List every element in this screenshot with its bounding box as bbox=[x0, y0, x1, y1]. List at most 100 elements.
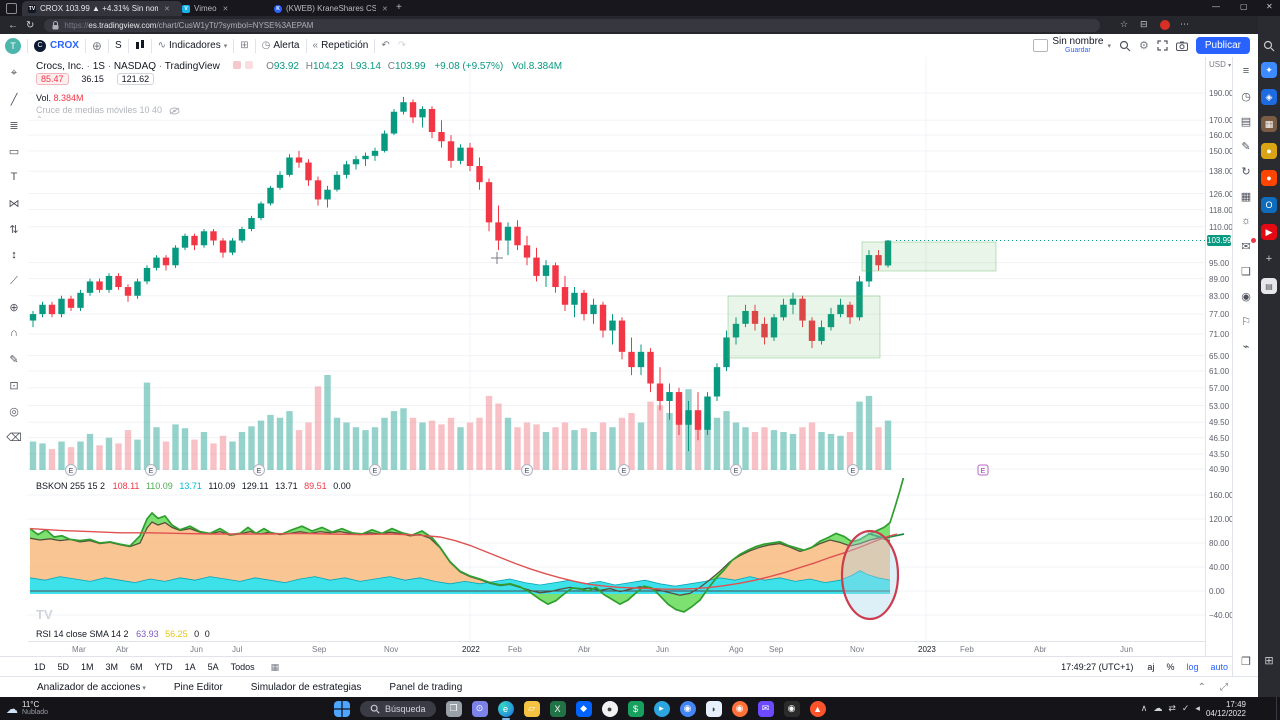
edge-search-icon[interactable] bbox=[1263, 40, 1275, 52]
time-label-Nov[interactable]: Nov bbox=[850, 645, 865, 654]
range-6m[interactable]: 6M bbox=[130, 662, 143, 672]
firefox-icon[interactable]: ◉ bbox=[731, 700, 748, 717]
sidebar-grid-icon[interactable]: ⊞ bbox=[1264, 654, 1274, 667]
tab-close-icon[interactable]: ✕ bbox=[222, 5, 229, 13]
time-label-Nov[interactable]: Nov bbox=[384, 645, 399, 654]
task-view-icon[interactable]: ❒ bbox=[445, 700, 462, 717]
favorite-star-icon[interactable]: ☆ bbox=[1120, 19, 1129, 29]
chrome-icon[interactable]: ◉ bbox=[679, 700, 696, 717]
range-1a[interactable]: 1A bbox=[184, 662, 196, 672]
browser-tab-crox[interactable]: TV CROX 103.99 ▲ +4.31% Sin nom... ✕ bbox=[22, 1, 182, 16]
browser-menu-icon[interactable]: ⋯ bbox=[1180, 19, 1189, 29]
search-icon[interactable] bbox=[1119, 40, 1131, 52]
panel-tab-3[interactable]: Panel de trading bbox=[389, 682, 463, 693]
panel-tab-2[interactable]: Simulador de estrategias bbox=[250, 682, 362, 693]
maximize-button[interactable]: ▢ bbox=[1240, 2, 1248, 11]
range-3m[interactable]: 3M bbox=[105, 662, 119, 672]
excel-icon[interactable]: X bbox=[549, 700, 566, 717]
redo-icon[interactable]: ↷ bbox=[397, 40, 407, 51]
object-tree-icon[interactable]: ⌁ bbox=[1242, 341, 1250, 353]
time-label-Sep[interactable]: Sep bbox=[312, 645, 327, 654]
tips-icon[interactable]: ☼ bbox=[1240, 215, 1252, 227]
fullscreen-icon[interactable] bbox=[1157, 40, 1168, 51]
news-icon[interactable]: ▤ bbox=[1240, 116, 1252, 128]
calendar-icon[interactable]: ▦ bbox=[1240, 191, 1252, 203]
shopping-icon[interactable]: ◈ bbox=[1261, 89, 1277, 105]
time-label-Jun[interactable]: Jun bbox=[656, 645, 669, 654]
time-label-Feb[interactable]: Feb bbox=[960, 645, 974, 654]
tray-expand-icon[interactable]: ∧ bbox=[1140, 703, 1148, 713]
symbol-legend[interactable]: Crocs, Inc. · 1S · NASDAQ · TradingView … bbox=[36, 61, 563, 72]
minimize-button[interactable]: — bbox=[1212, 2, 1220, 11]
time-label-2023[interactable]: 2023 bbox=[918, 645, 936, 654]
weather-widget[interactable]: ☁ 11°C Nublado bbox=[6, 699, 49, 716]
panel-expand-icon[interactable]: ⤢ bbox=[1220, 682, 1228, 693]
proton-icon[interactable]: ✉ bbox=[757, 700, 774, 717]
security-icon[interactable]: ✓ bbox=[1181, 703, 1190, 713]
panel-tab-0[interactable]: Analizador de acciones ▾ bbox=[37, 682, 146, 693]
volume-legend[interactable]: Vol. 8.384M bbox=[36, 93, 84, 103]
shapes-tool[interactable]: ▭ bbox=[8, 146, 20, 158]
system-tray[interactable]: ∧ ☁ ⇄ ✓ ◂ 17:49 04/12/2022 bbox=[1141, 697, 1246, 720]
ideas-icon[interactable]: ↻ bbox=[1241, 166, 1251, 178]
reddit-icon[interactable]: ● bbox=[1261, 170, 1277, 186]
draw-lock-tool[interactable]: ✎ bbox=[9, 354, 19, 366]
chart-type-icon[interactable] bbox=[135, 40, 145, 51]
time-label-Jun[interactable]: Jun bbox=[1120, 645, 1133, 654]
hide-all-tool[interactable]: ◎ bbox=[9, 406, 19, 418]
range-5d[interactable]: 5D bbox=[57, 662, 70, 672]
rsi-legend[interactable]: RSI 14 close SMA 14 2 63.93 56.25 0 0 bbox=[36, 629, 210, 639]
replay-button[interactable]: «Repetición bbox=[312, 40, 369, 51]
chart-area[interactable]: E E E E E E E E E Crocs, Inc. · 1S · NASDAQ · Tr… bbox=[28, 57, 1205, 656]
magnet-tool[interactable]: ∩ bbox=[10, 327, 18, 339]
chat-icon[interactable]: ✉ bbox=[1233, 238, 1259, 253]
collections-icon[interactable]: ⊟ bbox=[1140, 19, 1148, 29]
range-5a[interactable]: 5A bbox=[207, 662, 219, 672]
layout-caret-icon[interactable]: ▾ bbox=[1107, 42, 1111, 50]
brave-icon[interactable]: ▲ bbox=[809, 700, 826, 717]
pattern-tool[interactable]: ⋈ bbox=[8, 198, 20, 210]
games-icon[interactable]: ● bbox=[1261, 143, 1277, 159]
interval-button[interactable]: S bbox=[114, 40, 122, 51]
tab-close-icon[interactable]: ✕ bbox=[164, 5, 170, 13]
browser-tab-kweb[interactable]: K (KWEB) KraneShares CSI China I... ✕ bbox=[268, 1, 400, 16]
volume-icon[interactable]: ◂ bbox=[1195, 703, 1200, 713]
position-tool[interactable]: ↕ bbox=[11, 249, 17, 261]
lock-all-tool[interactable]: ⊡ bbox=[9, 380, 19, 392]
undo-icon[interactable]: ↶ bbox=[381, 40, 390, 51]
explorer-icon[interactable]: ▱ bbox=[523, 700, 540, 717]
teams-icon[interactable]: ⊙ bbox=[471, 700, 488, 717]
user-avatar[interactable]: T bbox=[5, 37, 21, 54]
range-1m[interactable]: 1M bbox=[81, 662, 94, 672]
layers-icon[interactable]: ❐ bbox=[1241, 656, 1251, 668]
mail-light-icon[interactable]: ◗ bbox=[705, 700, 722, 717]
trendline-tool[interactable]: ╱ bbox=[10, 94, 18, 106]
range-todos[interactable]: Todos bbox=[230, 662, 255, 672]
time-label-Jul[interactable]: Jul bbox=[232, 645, 243, 654]
sidebar-doc-icon[interactable]: ▤ bbox=[1261, 278, 1277, 294]
oscillator-pane[interactable] bbox=[28, 478, 1205, 641]
indicators-button[interactable]: ∿ Indicadores ▾ bbox=[157, 40, 228, 51]
refresh-icon[interactable]: ↻ bbox=[26, 19, 35, 31]
go-to-date-icon[interactable]: ▦ bbox=[270, 661, 280, 672]
show-desktop-button[interactable] bbox=[1276, 697, 1280, 720]
percent-toggle[interactable]: % bbox=[1166, 662, 1175, 672]
save-layout-button[interactable]: Guardar bbox=[1065, 46, 1091, 54]
snapshot-camera-icon[interactable] bbox=[1175, 41, 1188, 51]
alerts-icon[interactable]: ◷ bbox=[1241, 91, 1251, 103]
notes-icon[interactable]: ✎ bbox=[1241, 141, 1251, 153]
time-label-Jun[interactable]: Jun bbox=[190, 645, 203, 654]
copilot-icon[interactable]: ✦ bbox=[1261, 62, 1277, 78]
oscillator-legend[interactable]: BSKON 255 15 2 108.11 110.09 13.71 110.0… bbox=[36, 481, 351, 491]
measure-tool[interactable]: ⟋ bbox=[10, 275, 18, 287]
taskbar-clock[interactable]: 17:49 04/12/2022 bbox=[1205, 699, 1246, 718]
time-label-Abr[interactable]: Abr bbox=[578, 645, 591, 654]
outlook-icon[interactable]: O bbox=[1261, 197, 1277, 213]
hidden-eye-icon[interactable] bbox=[169, 107, 180, 115]
comments-icon[interactable]: ❏ bbox=[1241, 266, 1251, 278]
range-ytd[interactable]: YTD bbox=[154, 662, 173, 672]
close-button[interactable]: ✕ bbox=[1266, 2, 1273, 11]
currency-dropdown[interactable]: USD ▾ bbox=[1209, 60, 1232, 69]
symbol-search-button[interactable]: CROX bbox=[50, 40, 79, 51]
